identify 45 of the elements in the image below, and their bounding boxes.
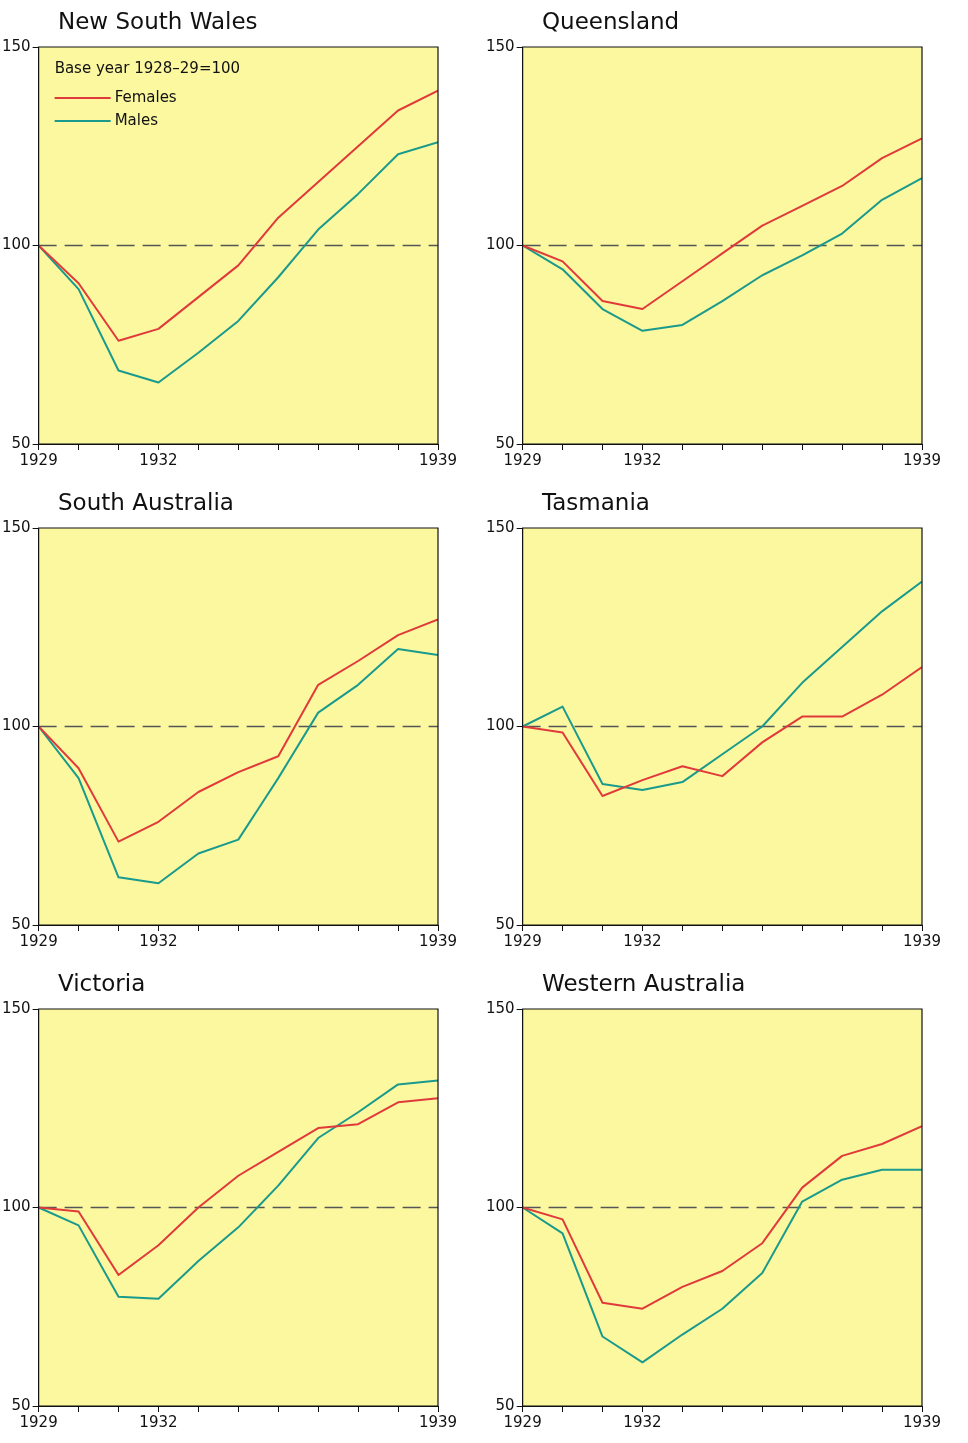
x-tick-label: 1939 bbox=[902, 450, 942, 469]
x-tick-label: 1929 bbox=[503, 1412, 542, 1431]
y-tick-label: 50 bbox=[495, 914, 515, 933]
chart-title: Queensland bbox=[542, 8, 680, 34]
x-tick-label: 1939 bbox=[418, 931, 458, 950]
legend-title: Base year 1928–29=100 bbox=[54, 58, 241, 77]
x-tick-label: 1939 bbox=[902, 1412, 942, 1431]
y-tick-label: 150 bbox=[485, 998, 515, 1017]
y-tick-label: 100 bbox=[1, 716, 31, 735]
x-tick-label: 1932 bbox=[623, 450, 662, 469]
x-tick-label: 1932 bbox=[139, 1412, 178, 1431]
y-tick-label: 50 bbox=[11, 433, 31, 452]
chart-title: Victoria bbox=[58, 970, 146, 996]
x-tick-label: 1929 bbox=[19, 450, 58, 469]
chart-title: South Australia bbox=[58, 489, 234, 515]
y-tick-label: 100 bbox=[1, 235, 31, 254]
y-tick-label: 100 bbox=[485, 1197, 515, 1216]
x-tick-label: 1929 bbox=[503, 931, 542, 950]
y-tick-label: 50 bbox=[11, 1395, 31, 1414]
y-tick-label: 50 bbox=[495, 433, 515, 452]
x-tick-label: 1932 bbox=[623, 931, 662, 950]
x-tick-label: 1939 bbox=[902, 931, 942, 950]
y-tick-label: 100 bbox=[1, 1197, 31, 1216]
x-tick-label: 1932 bbox=[139, 931, 178, 950]
chart-title: Tasmania bbox=[542, 489, 650, 515]
x-tick-label: 1932 bbox=[139, 450, 178, 469]
y-tick-label: 150 bbox=[485, 517, 515, 536]
y-tick-label: 100 bbox=[485, 235, 515, 254]
y-tick-label: 150 bbox=[1, 998, 31, 1017]
legend-label: Females bbox=[114, 87, 177, 106]
y-tick-label: 150 bbox=[1, 517, 31, 536]
y-tick-label: 50 bbox=[495, 1395, 515, 1414]
x-tick-label: 1929 bbox=[19, 931, 58, 950]
y-tick-label: 150 bbox=[1, 36, 31, 55]
chart-title: New South Wales bbox=[58, 8, 258, 34]
x-tick-label: 1929 bbox=[19, 1412, 58, 1431]
x-tick-label: 1929 bbox=[503, 450, 542, 469]
x-tick-label: 1932 bbox=[623, 1412, 662, 1431]
legend-label: Males bbox=[114, 110, 159, 129]
x-tick-label: 1939 bbox=[418, 1412, 458, 1431]
y-tick-label: 100 bbox=[485, 716, 515, 735]
y-tick-label: 50 bbox=[11, 914, 31, 933]
x-tick-label: 1939 bbox=[418, 450, 458, 469]
y-tick-label: 150 bbox=[485, 36, 515, 55]
chart-title: Western Australia bbox=[542, 970, 746, 996]
